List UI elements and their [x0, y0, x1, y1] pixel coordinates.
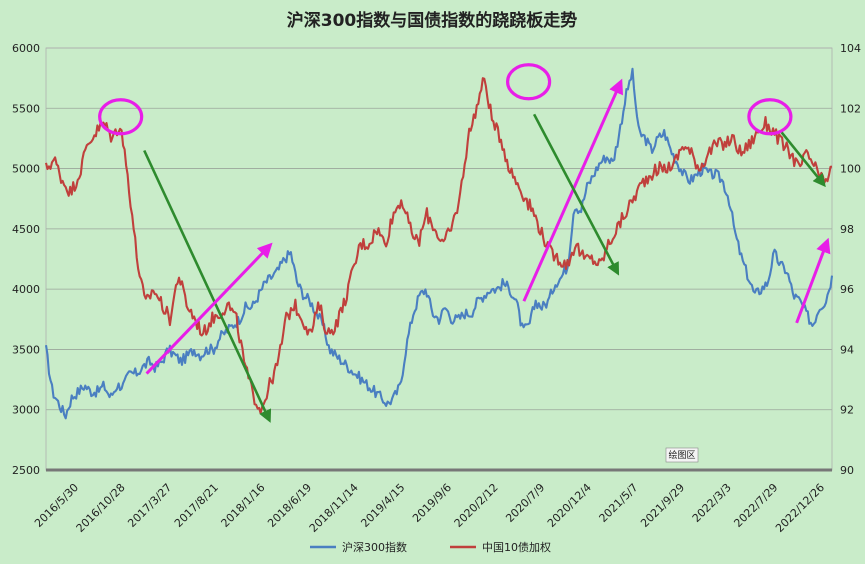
x-tick-label: 2020/7/9 [503, 481, 547, 525]
y-axis-right-ticks: 90 92 94 96 98 100 102 104 [840, 42, 861, 477]
x-tick-label: 2016/5/30 [32, 481, 81, 530]
series-line-bond10 [44, 77, 833, 415]
y-right-tick-label: 102 [840, 102, 861, 115]
annotations [98, 63, 831, 423]
up-arrow [795, 237, 831, 324]
y-left-tick-label: 5500 [12, 102, 40, 115]
up-arrow [145, 242, 273, 375]
x-tick-label: 2018/11/14 [307, 481, 361, 535]
y-right-tick-label: 96 [840, 283, 854, 296]
x-tick-label: 2022/3/3 [690, 481, 734, 525]
gridlines [45, 47, 833, 472]
x-tick-label: 2022/7/29 [731, 481, 780, 530]
x-tick-label: 2018/1/16 [219, 481, 268, 530]
series-line-hs300 [44, 67, 834, 420]
plot-area-label: 绘图区 [668, 449, 695, 461]
plot-area-label-box: 绘图区 [665, 447, 699, 463]
x-tick-label: 2019/9/6 [410, 481, 454, 525]
y-right-tick-label: 94 [840, 343, 854, 356]
legend-label: 中国10债加权 [482, 540, 551, 554]
y-left-tick-label: 6000 [12, 42, 40, 55]
y-left-tick-label: 2500 [12, 464, 40, 477]
x-tick-label: 2021/9/29 [638, 481, 687, 530]
y-right-tick-label: 92 [840, 404, 854, 417]
chart-title: 沪深300指数与国债指数的跷跷板走势 [287, 10, 578, 31]
x-tick-label: 2020/2/12 [452, 481, 501, 530]
y-left-tick-label: 3500 [12, 343, 40, 356]
up-arrow [522, 78, 624, 302]
y-left-tick-label: 5000 [12, 163, 40, 176]
highlight-circle [747, 98, 793, 136]
x-tick-label: 2017/3/27 [125, 481, 174, 530]
down-arrow [780, 131, 826, 188]
y-right-tick-label: 98 [840, 223, 854, 236]
series-lines [44, 67, 834, 420]
y-right-tick-label: 104 [840, 42, 861, 55]
y-left-tick-label: 4000 [12, 283, 40, 296]
x-tick-label: 2019/4/15 [358, 481, 407, 530]
y-axis-left-ticks: 2500 3000 3500 4000 4500 5000 5500 6000 [12, 42, 40, 477]
plot-frame [45, 47, 833, 471]
legend: 沪深300指数 中国10债加权 [310, 540, 551, 554]
y-left-tick-label: 4500 [12, 223, 40, 236]
down-arrow [143, 149, 272, 423]
highlight-circle [98, 98, 144, 136]
x-tick-label: 2021/5/7 [596, 481, 640, 525]
x-tick-label: 2017/8/21 [172, 481, 221, 530]
y-left-tick-label: 3000 [12, 404, 40, 417]
highlight-circle [506, 63, 552, 101]
x-tick-label: 2020/12/4 [545, 481, 594, 530]
down-arrow [532, 113, 620, 276]
y-right-tick-label: 90 [840, 464, 854, 477]
x-tick-label: 2022/12/26 [773, 481, 827, 535]
x-axis-ticks: 2016/5/302016/10/282017/3/272017/8/21201… [32, 481, 827, 535]
x-tick-label: 2016/10/28 [74, 481, 128, 535]
legend-label: 沪深300指数 [342, 540, 407, 554]
y-right-tick-label: 100 [840, 163, 861, 176]
x-tick-label: 2018/6/19 [265, 481, 314, 530]
